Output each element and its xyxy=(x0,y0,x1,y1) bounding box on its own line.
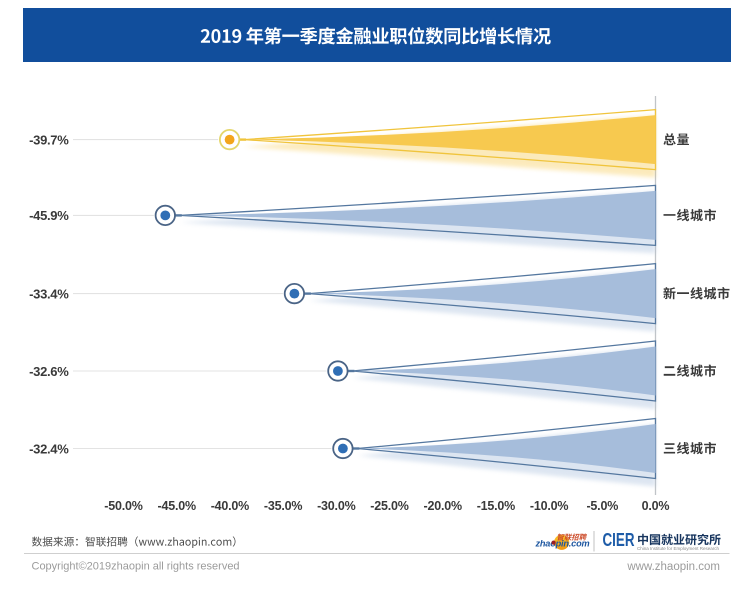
svg-text:-25.0%: -25.0% xyxy=(370,499,408,513)
svg-text:-45.0%: -45.0% xyxy=(157,499,195,513)
svg-text:-39.7%: -39.7% xyxy=(29,132,69,147)
svg-text:-45.9%: -45.9% xyxy=(29,208,69,223)
svg-text:-30.0%: -30.0% xyxy=(317,499,355,513)
svg-text:0.0%: 0.0% xyxy=(642,499,670,513)
svg-text:-50.0%: -50.0% xyxy=(104,499,142,513)
svg-text:-40.0%: -40.0% xyxy=(211,499,249,513)
svg-text:China Institute for Employment: China Institute for Employment Research xyxy=(637,546,720,551)
svg-text:-20.0%: -20.0% xyxy=(423,499,461,513)
svg-text:-33.4%: -33.4% xyxy=(29,286,69,301)
svg-text:Copyright©2019zhaopin all righ: Copyright©2019zhaopin all rights reserve… xyxy=(32,561,240,573)
svg-text:-5.0%: -5.0% xyxy=(586,499,618,513)
svg-text:-32.6%: -32.6% xyxy=(29,364,69,379)
svg-text:www.zhaopin.com: www.zhaopin.com xyxy=(626,561,720,573)
svg-text:-32.4%: -32.4% xyxy=(29,441,69,456)
svg-text:zhaopin.com: zhaopin.com xyxy=(535,538,590,548)
svg-text:-15.0%: -15.0% xyxy=(477,499,515,513)
svg-text:-10.0%: -10.0% xyxy=(530,499,568,513)
svg-text:CIER: CIER xyxy=(603,530,635,550)
svg-text:-35.0%: -35.0% xyxy=(264,499,302,513)
